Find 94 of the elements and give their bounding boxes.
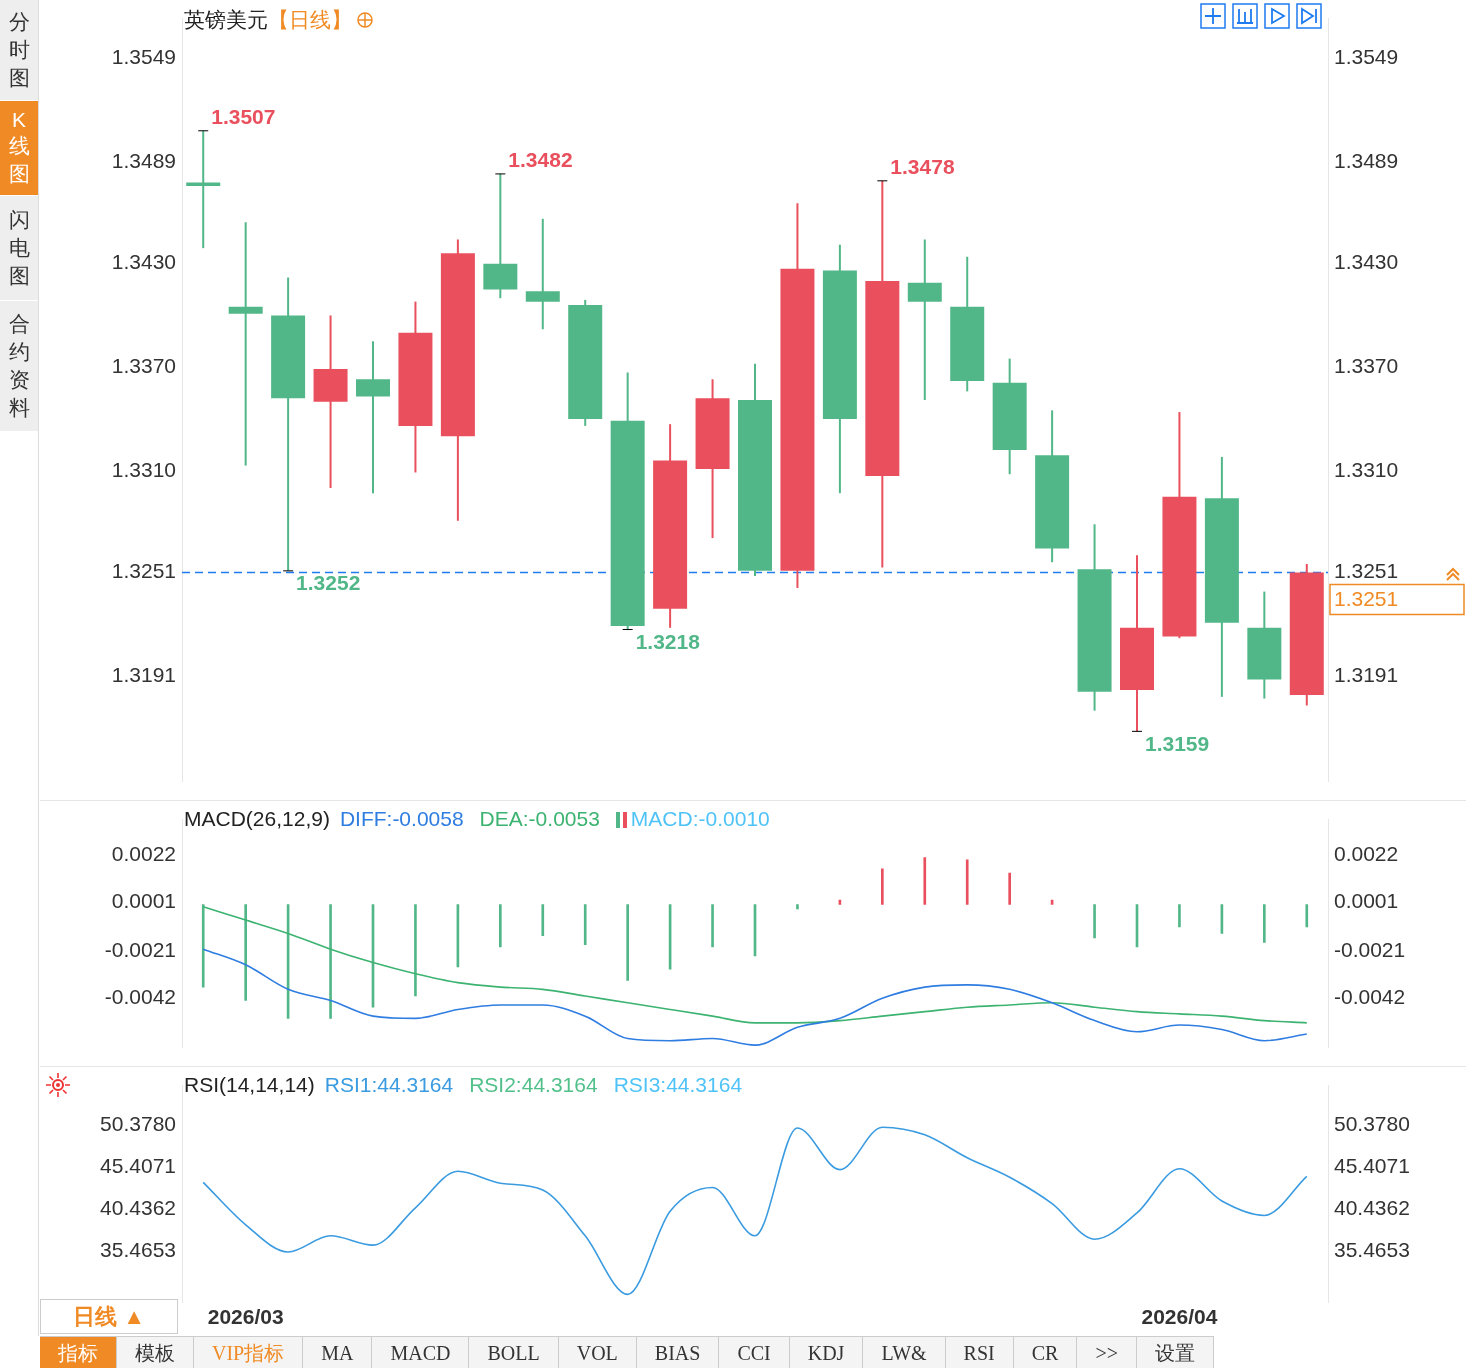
text: BIAS [636, 1337, 720, 1368]
y-tick-label: 1.3251 [111, 559, 176, 583]
candlestick [228, 221, 263, 467]
bar [541, 904, 545, 937]
text: 闪电图 [8, 207, 30, 289]
bar [1008, 872, 1011, 905]
annotation: 1.3159 [1145, 731, 1210, 755]
text: RSI1:44.3164 [324, 1073, 454, 1097]
y2-tick-label: 45.4071 [1334, 1153, 1410, 1177]
y2-tick-label: -0.0042 [1334, 985, 1406, 1009]
y-tick-label: 45.4071 [100, 1153, 176, 1177]
y2-tick-label: 1.3251 [1334, 559, 1399, 583]
chart-subtitle: 【日线】 [268, 7, 352, 33]
candlestick [356, 340, 390, 495]
y2-tick-label: 1.3191 [1334, 662, 1399, 686]
y2-tick-label: 40.4362 [1334, 1195, 1410, 1219]
bar [244, 904, 247, 1001]
y2-tick-label: 1.3489 [1334, 148, 1399, 172]
text: 指标 [40, 1337, 117, 1368]
y-tick-label: 50.3780 [100, 1111, 176, 1135]
y2-tick-label: 0.0001 [1334, 889, 1399, 913]
text: VIP指标 [194, 1337, 304, 1368]
bar [965, 859, 969, 905]
text: MACD [372, 1337, 470, 1368]
bar [414, 904, 417, 997]
y2-tick-label: 1.3549 [1334, 45, 1399, 69]
bar [329, 904, 332, 1019]
text: CR [1013, 1337, 1078, 1368]
y-tick-label: 1.3430 [111, 250, 176, 274]
x-tick-label: 2026/04 [1141, 1305, 1218, 1329]
bar [796, 904, 799, 910]
line-series [202, 905, 1308, 1024]
bar [1263, 904, 1266, 943]
text: >> [1077, 1337, 1137, 1368]
bar [626, 904, 629, 981]
text: RSI [945, 1337, 1014, 1368]
text: 分时图 [8, 9, 30, 91]
chart-title: MACD(26,12,9) [184, 807, 330, 831]
ref-line-label: 1.3251 [1334, 587, 1399, 611]
legend-label: RSI3:44.3164 [613, 1073, 743, 1097]
text: DIFF:-0.0058 [339, 807, 464, 831]
candlestick [525, 217, 560, 331]
annotation: 1.3252 [296, 571, 361, 595]
bar [881, 868, 884, 905]
text: 合约资料 [8, 311, 30, 421]
y-tick-label: 35.4653 [100, 1238, 176, 1262]
y2-tick-label: 1.3310 [1334, 457, 1399, 481]
legend-label: MACD:-0.0010 [630, 807, 770, 831]
bar [1093, 904, 1096, 939]
text: BOLL [469, 1337, 559, 1368]
y2-tick-label: 50.3780 [1334, 1111, 1410, 1135]
candlestick [907, 238, 942, 401]
text: LW& [863, 1337, 946, 1368]
bar [201, 904, 205, 988]
text: DEA:-0.0053 [479, 807, 600, 831]
annotation: 1.3218 [635, 629, 701, 653]
bar [1305, 904, 1309, 928]
annotation: 1.3478 [890, 155, 955, 179]
text: KDJ [789, 1337, 864, 1368]
line-series [202, 948, 1308, 1046]
y-tick-label: -0.0042 [104, 985, 176, 1009]
chart-title: RSI(14,14,14) [184, 1073, 315, 1097]
y-tick-label: 1.3549 [111, 45, 176, 69]
y-tick-label: 1.3191 [111, 662, 176, 686]
y-tick-label: 1.3370 [111, 354, 176, 378]
y2-tick-label: -0.0021 [1334, 938, 1406, 962]
y-tick-label: 1.3310 [111, 457, 176, 481]
annotation: 1.3482 [508, 148, 573, 172]
y-tick-label: -0.0021 [104, 938, 176, 962]
chart-title: 英镑美元 [184, 7, 268, 33]
y-tick-label: 40.4362 [100, 1195, 176, 1219]
bar [499, 904, 502, 948]
y-tick-label: 0.0022 [111, 842, 176, 866]
text: VOL [558, 1337, 637, 1368]
text: 设置 [1136, 1337, 1214, 1368]
text: CCI [719, 1337, 790, 1368]
y-tick-label: 0.0001 [111, 889, 176, 913]
bar [1178, 904, 1181, 928]
y2-tick-label: 1.3430 [1334, 250, 1399, 274]
y-tick-label: 1.3489 [111, 148, 176, 172]
x-tick-label: 2026/03 [207, 1305, 284, 1329]
bar [711, 904, 714, 948]
y2-tick-label: 35.4653 [1334, 1238, 1410, 1262]
y2-tick-label: 0.0022 [1334, 842, 1399, 866]
text: K线图 [8, 108, 30, 187]
annotation: 1.3507 [211, 105, 276, 129]
bar [583, 904, 587, 945]
text: 模板 [117, 1337, 194, 1368]
line-series [202, 1126, 1308, 1296]
bar [923, 857, 927, 905]
text: 日线 ▲ [40, 1299, 178, 1334]
y2-tick-label: 1.3370 [1334, 354, 1399, 378]
text: MA [303, 1337, 373, 1368]
legend-label: RSI2:44.3164 [469, 1073, 598, 1097]
